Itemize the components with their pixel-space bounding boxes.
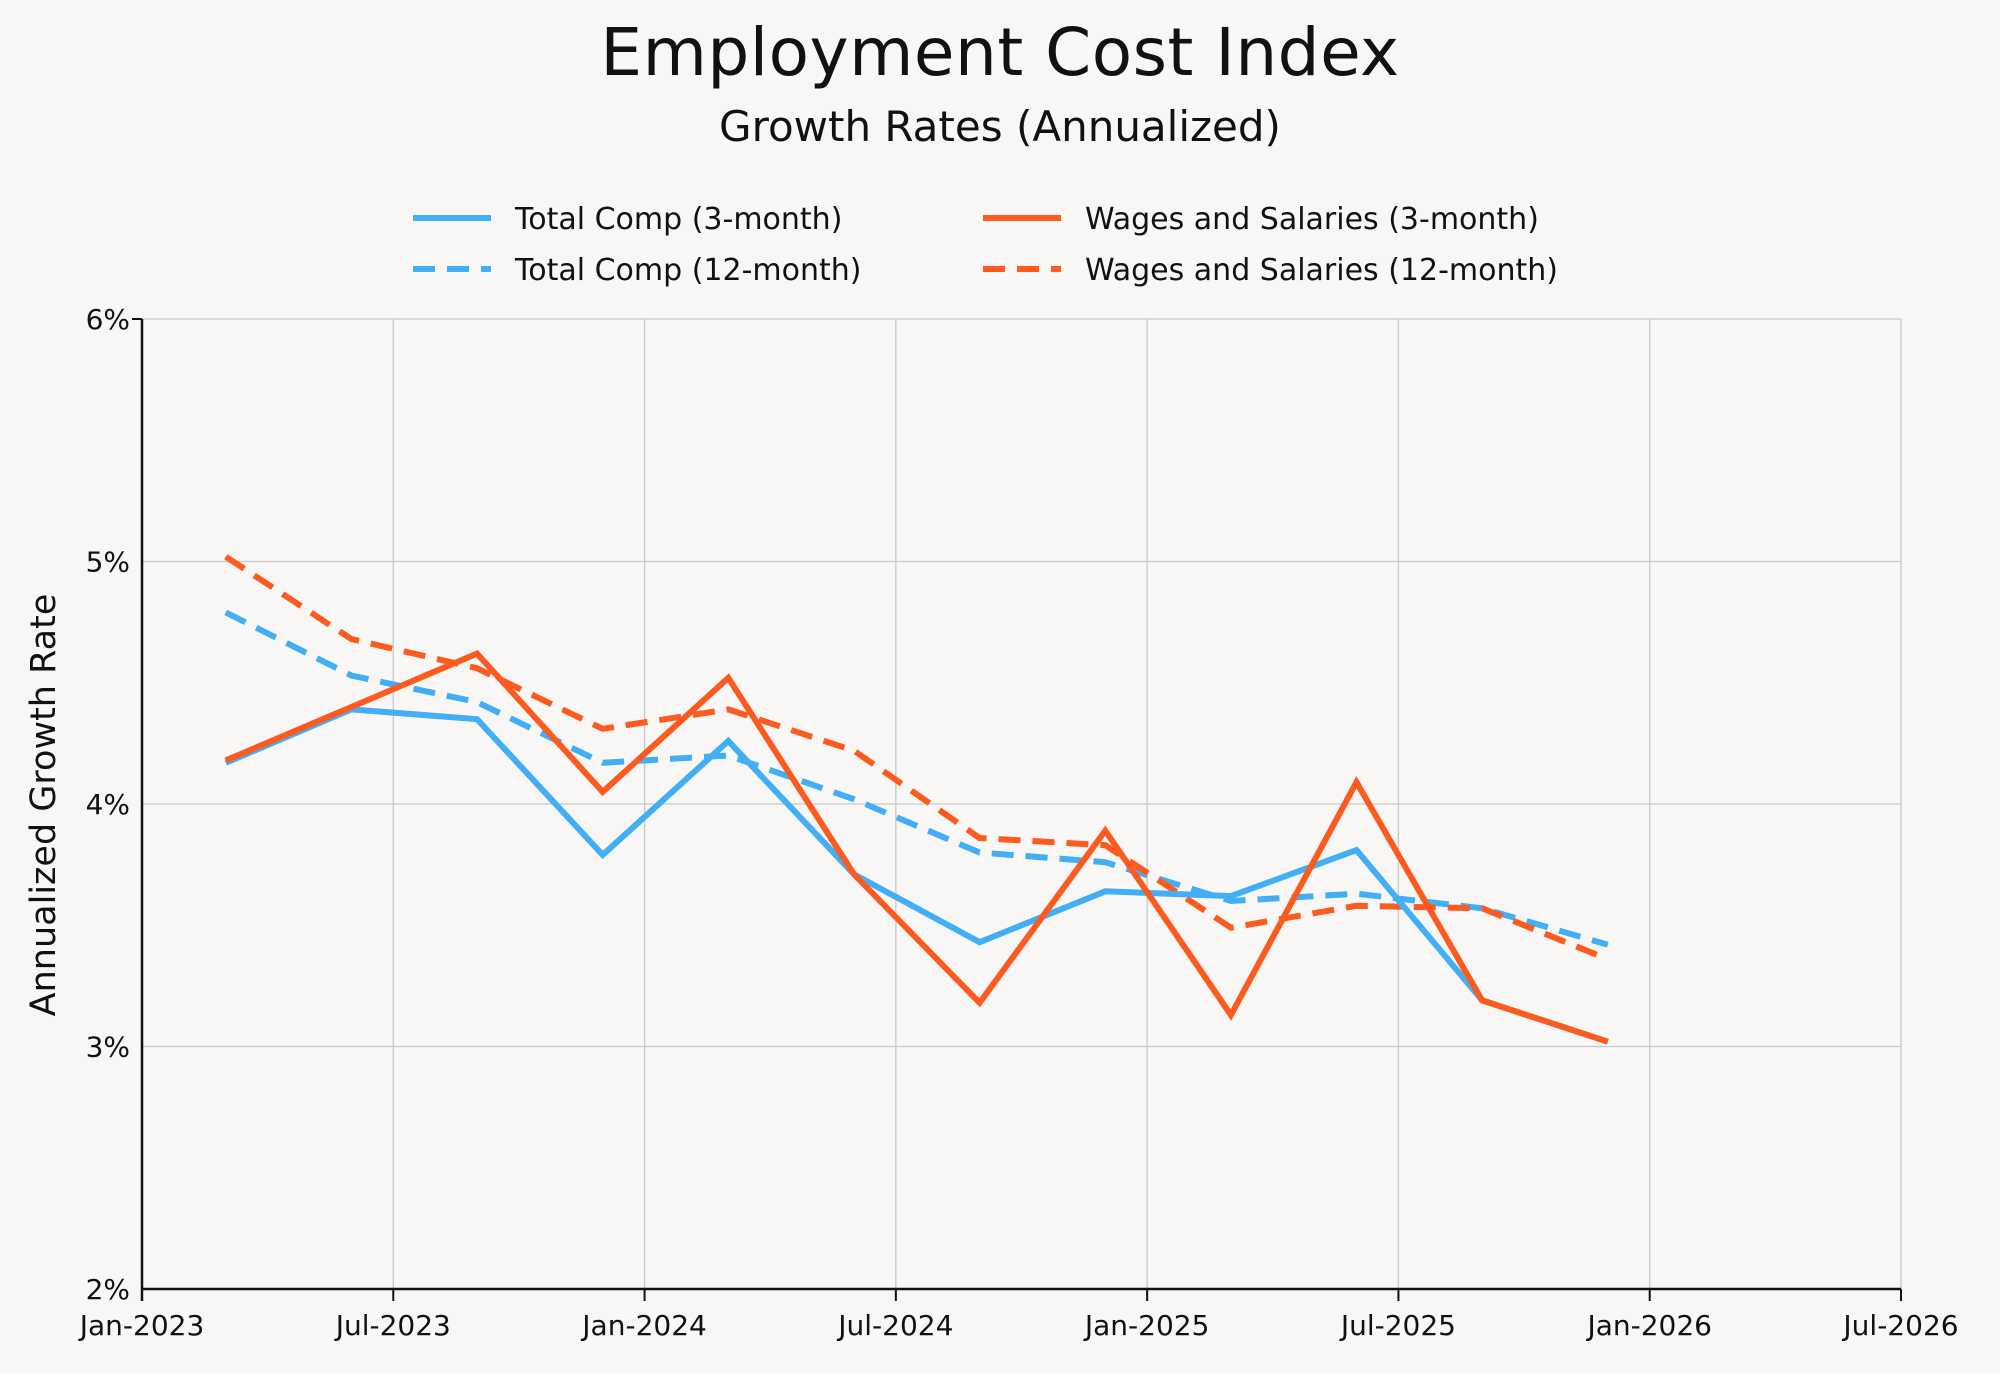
axes: 2% 3% 4% 5% 6% Jan-2023 Jul-2023 Jan-2024 Jul-20… [78,303,1959,1342]
x-tick-label: Jan-2025 [1083,1309,1210,1342]
series-line-total-comp-3-month [224,706,1609,1045]
legend-item: Total Comp (3-month) [413,202,842,237]
legend-item: Wages and Salaries (3-month) [983,202,1539,237]
series-line-total-comp-12-month [224,609,1609,948]
legend-label: Total Comp (3-month) [514,202,842,237]
y-axis-title: Annualized Growth Rate [24,594,64,1017]
legend-item: Total Comp (12-month) [413,253,861,288]
series-layer [224,554,1609,1045]
x-tick-label: Jul-2025 [1339,1309,1456,1342]
legend: Total Comp (3-month) Total Comp (12-month… [413,202,1558,288]
y-tick-label: 5% [86,546,130,579]
x-tick-label: Jan-2024 [580,1309,707,1342]
legend-item: Wages and Salaries (12-month) [983,253,1558,288]
legend-label: Wages and Salaries (3-month) [1085,202,1539,237]
chart-subtitle: Growth Rates (Annualized) [719,102,1281,151]
x-tick-label: Jan-2026 [1585,1309,1712,1342]
x-tick-label: Jul-2026 [1841,1309,1958,1342]
legend-label: Total Comp (12-month) [514,253,861,288]
x-tick-label: Jul-2023 [334,1309,451,1342]
legend-label: Wages and Salaries (12-month) [1085,253,1558,288]
series-line-wages-and-salaries-3-month [224,650,1609,1045]
y-tick-label: 6% [86,303,130,336]
y-tick-label: 4% [86,788,130,821]
y-tick-label: 3% [86,1031,130,1064]
chart-title: Employment Cost Index [600,14,1400,91]
x-tick-label: Jul-2024 [836,1309,953,1342]
x-tick-label: Jan-2023 [78,1309,205,1342]
gridlines [142,318,1902,1289]
y-tick-label: 2% [86,1273,130,1306]
